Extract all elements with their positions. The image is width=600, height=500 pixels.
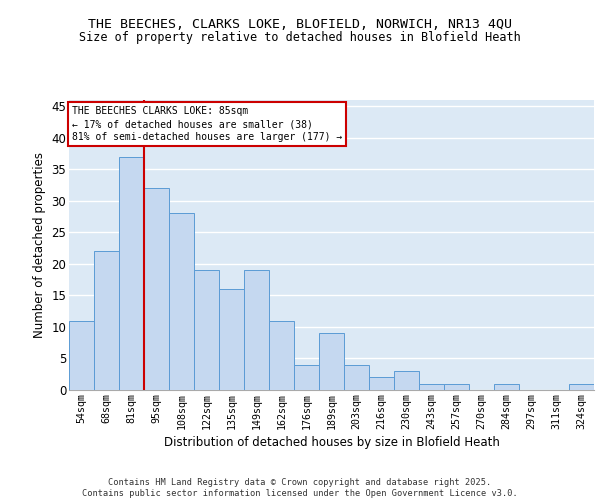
- Text: THE BEECHES, CLARKS LOKE, BLOFIELD, NORWICH, NR13 4QU: THE BEECHES, CLARKS LOKE, BLOFIELD, NORW…: [88, 18, 512, 30]
- Bar: [294, 365, 319, 390]
- Bar: [94, 252, 119, 390]
- Bar: [144, 188, 169, 390]
- Bar: [569, 384, 594, 390]
- Bar: [369, 378, 394, 390]
- Bar: [169, 214, 194, 390]
- Y-axis label: Number of detached properties: Number of detached properties: [33, 152, 46, 338]
- Bar: [344, 365, 369, 390]
- Bar: [494, 384, 519, 390]
- Text: THE BEECHES CLARKS LOKE: 85sqm
← 17% of detached houses are smaller (38)
81% of : THE BEECHES CLARKS LOKE: 85sqm ← 17% of …: [71, 106, 342, 142]
- Bar: [244, 270, 269, 390]
- Bar: [194, 270, 219, 390]
- Bar: [69, 320, 94, 390]
- Text: Size of property relative to detached houses in Blofield Heath: Size of property relative to detached ho…: [79, 31, 521, 44]
- Bar: [319, 334, 344, 390]
- Bar: [419, 384, 444, 390]
- Bar: [119, 156, 144, 390]
- Bar: [219, 289, 244, 390]
- X-axis label: Distribution of detached houses by size in Blofield Heath: Distribution of detached houses by size …: [164, 436, 499, 448]
- Bar: [269, 320, 294, 390]
- Text: Contains HM Land Registry data © Crown copyright and database right 2025.
Contai: Contains HM Land Registry data © Crown c…: [82, 478, 518, 498]
- Bar: [444, 384, 469, 390]
- Bar: [394, 371, 419, 390]
